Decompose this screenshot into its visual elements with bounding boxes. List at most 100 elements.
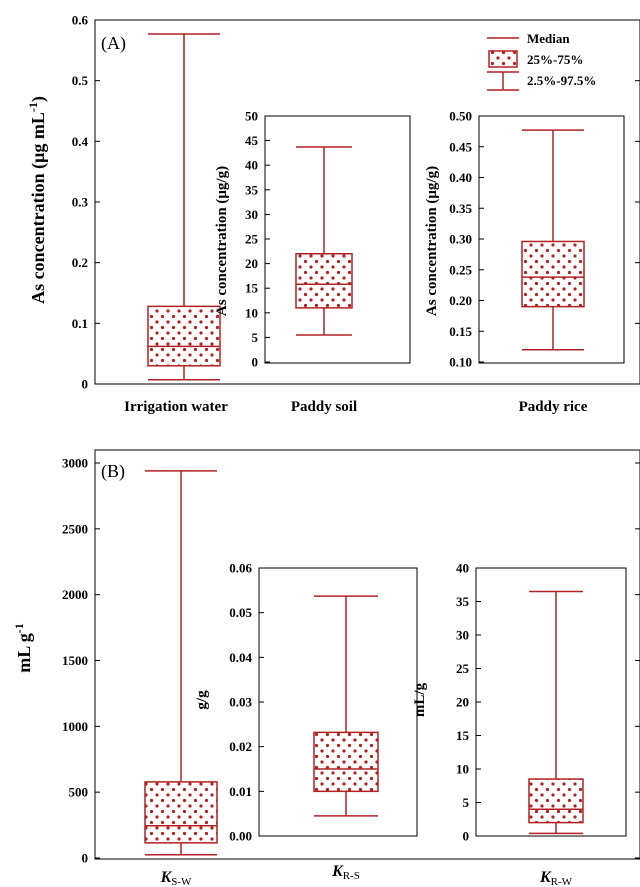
y-tick-label: 0.06 [229,561,252,576]
svg-text:As concentration (μg/g): As concentration (μg/g) [214,166,230,316]
y-tick-label: 20 [245,256,258,271]
y-tick-label: 45 [245,133,259,148]
svg-text:mL/g: mL/g [412,682,428,717]
y-tick-label: 0.10 [449,355,472,370]
category-label-k-s-w: KS-W [160,869,192,887]
y-tick-label: 1000 [62,719,88,734]
svg-text:2.5%-97.5%: 2.5%-97.5% [527,73,596,88]
y-tick-label: 0 [82,377,89,392]
y-tick-label: 35 [456,594,470,609]
y-tick-label: 0.6 [72,13,89,28]
panel-a-ylabel-sup: -1 [26,102,40,112]
y-tick-label: 0.04 [229,650,252,665]
panel-a-ylabel-text: As concentration (μg mL [28,112,49,304]
y-tick-label: 0.20 [449,293,472,308]
category-label-irrigation-water: Irrigation water [124,399,228,415]
svg-text:g/g: g/g [194,690,210,710]
chart-irrigation-water: 0 0.1 0.2 0.3 0.4 0.5 0.6 [72,13,640,392]
legend-median: Median [487,31,570,46]
panel-b-frame [94,449,640,860]
y-tick-label: 10 [245,305,258,320]
chart-k-r-s: 0.00 0.01 0.02 0.03 0.04 0.05 0.06 [229,561,379,844]
category-label-paddy-rice: Paddy rice [519,399,588,415]
inset-paddy-rice-ylabel: As concentration (μg/g) [424,166,440,316]
panel-b: (B) mL g-1 0 500 1000 1500 2000 2500 3000 KS-W… [12,449,640,887]
y-tick-label: 15 [245,281,259,296]
y-tick-label: 40 [245,158,258,173]
legend-whisker: 2.5%-97.5% [487,71,596,91]
legend-iqr: 25%-75% [488,50,583,68]
panel-a-ylabel-close: ) [28,96,49,102]
inset-paddy-soil-frame [264,115,411,364]
category-label-paddy-soil: Paddy soil [291,399,357,415]
y-tick-label: 25 [456,661,470,676]
legend: Median 25%-75% 2.5%-97.5% [487,31,596,91]
inset-paddy-rice-frame [478,115,625,364]
svg-text:As concentration (μg/g): As concentration (μg/g) [424,166,440,316]
y-tick-label: 0.03 [229,695,252,710]
inset-k-r-w-ylabel: mL/g [412,682,428,717]
svg-text:mL g-1: mL g-1 [12,623,34,673]
y-tick-label: 500 [69,785,89,800]
y-tick-label: 0.30 [449,232,472,247]
y-tick-label: 0.4 [72,134,89,149]
category-label-k-r-w: KR-W [539,869,573,887]
y-tick-label: 0.2 [72,255,88,270]
chart-k-r-w: 0 5 10 15 20 25 30 35 40 [456,561,584,844]
y-tick-label: 30 [456,628,469,643]
panel-b-tag: (B) [101,461,125,482]
y-tick-label: 40 [456,561,469,576]
y-tick-label: 0.35 [449,201,472,216]
panel-b-ylabel-text: mL g [14,633,34,673]
inset-k-r-s-ylabel: g/g [194,690,210,710]
y-tick-label: 0.40 [449,170,472,185]
y-tick-label: 0.05 [229,605,252,620]
panel-b-ylabel: mL g-1 [12,623,34,673]
y-tick-label: 1500 [62,653,88,668]
y-tick-label: 0.3 [72,195,89,210]
y-tick-label: 3000 [62,456,88,471]
iqr-box [528,778,584,824]
y-tick-label: 0.00 [229,829,252,844]
y-tick-label: 5 [252,330,259,345]
svg-text:As concentration (μg mL-1): As concentration (μg mL-1) [26,96,49,304]
panel-a-ylabel: As concentration (μg mL-1) [26,96,49,304]
y-tick-label: 0 [252,355,259,370]
y-tick-label: 0.50 [449,109,472,124]
panel-a: (A) As concentration (μg mL-1) 0 0.1 0.2 0.… [26,13,640,415]
inset-paddy-soil-ylabel: As concentration (μg/g) [214,166,230,316]
y-tick-label: 35 [245,182,259,197]
svg-text:25%-75%: 25%-75% [527,52,583,67]
y-tick-label: 0.01 [229,784,252,799]
y-tick-label: 0.5 [72,73,89,88]
iqr-box [313,731,379,793]
chart-paddy-rice: 0.10 0.15 0.20 0.25 0.30 0.35 0.40 0.45 0.50 [449,109,585,370]
y-tick-label: 30 [245,207,258,222]
y-tick-label: 0.02 [229,739,252,754]
y-tick-label: 0.15 [449,324,472,339]
iqr-box [144,781,218,844]
svg-text:Median: Median [527,31,570,46]
iqr-box [295,253,353,309]
y-tick-label: 0 [82,851,89,866]
iqr-box [521,240,585,308]
y-tick-label: 2500 [62,521,88,536]
chart-k-s-w: 0 500 1000 1500 2000 2500 3000 [62,456,640,866]
y-tick-label: 0.25 [449,262,472,277]
chart-paddy-soil: 0 5 10 15 20 25 30 35 40 45 50 [245,109,353,370]
y-tick-label: 50 [245,109,258,124]
iqr-box [147,305,221,367]
y-tick-label: 0 [463,829,470,844]
category-label-k-r-s: KR-S [331,863,360,882]
y-tick-label: 10 [456,762,469,777]
y-tick-label: 0.1 [72,316,88,331]
inset-k-r-s-frame [258,567,418,837]
y-tick-label: 15 [456,728,470,743]
panel-a-tag: (A) [101,33,126,54]
y-tick-label: 20 [456,695,469,710]
panel-b-ylabel-sup: -1 [12,623,26,633]
y-tick-label: 5 [463,795,470,810]
y-tick-label: 0.45 [449,139,472,154]
y-tick-label: 25 [245,232,259,247]
